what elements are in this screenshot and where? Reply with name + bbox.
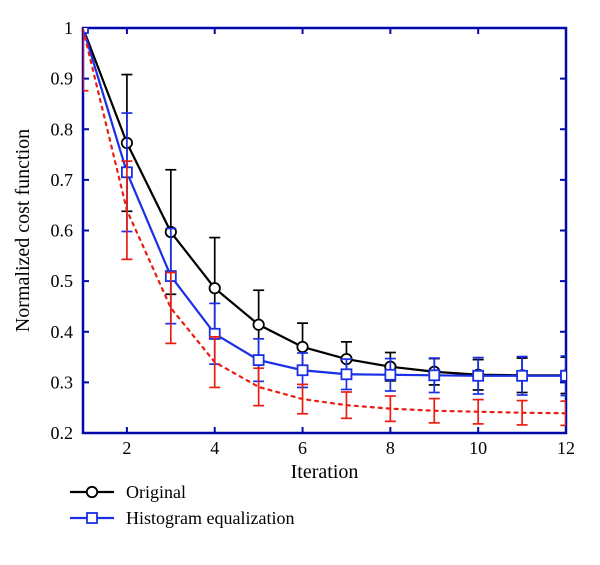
y-tick-label: 0.6 — [51, 221, 74, 241]
y-tick-label: 0.3 — [51, 372, 74, 392]
data-marker — [429, 370, 439, 380]
data-marker — [253, 319, 263, 329]
y-tick-label: 0.8 — [51, 119, 74, 139]
legend-label: Original — [126, 482, 186, 502]
data-marker — [298, 365, 308, 375]
y-tick-label: 0.7 — [51, 170, 74, 190]
legend-label: Histogram equalization — [126, 508, 294, 528]
data-marker — [385, 370, 395, 380]
data-marker — [473, 371, 483, 381]
data-marker — [87, 513, 97, 523]
x-tick-label: 4 — [210, 438, 219, 458]
y-axis-label: Normalized cost function — [12, 129, 34, 332]
x-tick-label: 12 — [557, 438, 575, 458]
y-tick-label: 0.9 — [51, 69, 74, 89]
y-tick-label: 0.5 — [51, 271, 74, 291]
x-axis-label: Iteration — [291, 461, 359, 483]
x-tick-label: 8 — [386, 438, 395, 458]
data-marker — [341, 369, 351, 379]
chart-svg: 2 4 6 8 10 12 0.2 0.3 0.4 0.5 0.6 0.7 0.8 0.9 1 Iterati… — [0, 0, 600, 565]
data-marker — [254, 355, 264, 365]
chart-container: 2 4 6 8 10 12 0.2 0.3 0.4 0.5 0.6 0.7 0.8 0.9 1 Iterati… — [0, 0, 600, 565]
x-tick-label: 2 — [122, 438, 131, 458]
y-tick-label: 0.2 — [51, 423, 74, 443]
y-tick-label: 0.4 — [51, 322, 74, 342]
y-tick-label: 1 — [64, 18, 73, 38]
data-marker — [210, 283, 220, 293]
data-marker — [517, 371, 527, 381]
x-tick-label: 6 — [298, 438, 307, 458]
data-marker — [87, 487, 97, 497]
data-marker — [297, 342, 307, 352]
x-tick-label: 10 — [469, 438, 487, 458]
